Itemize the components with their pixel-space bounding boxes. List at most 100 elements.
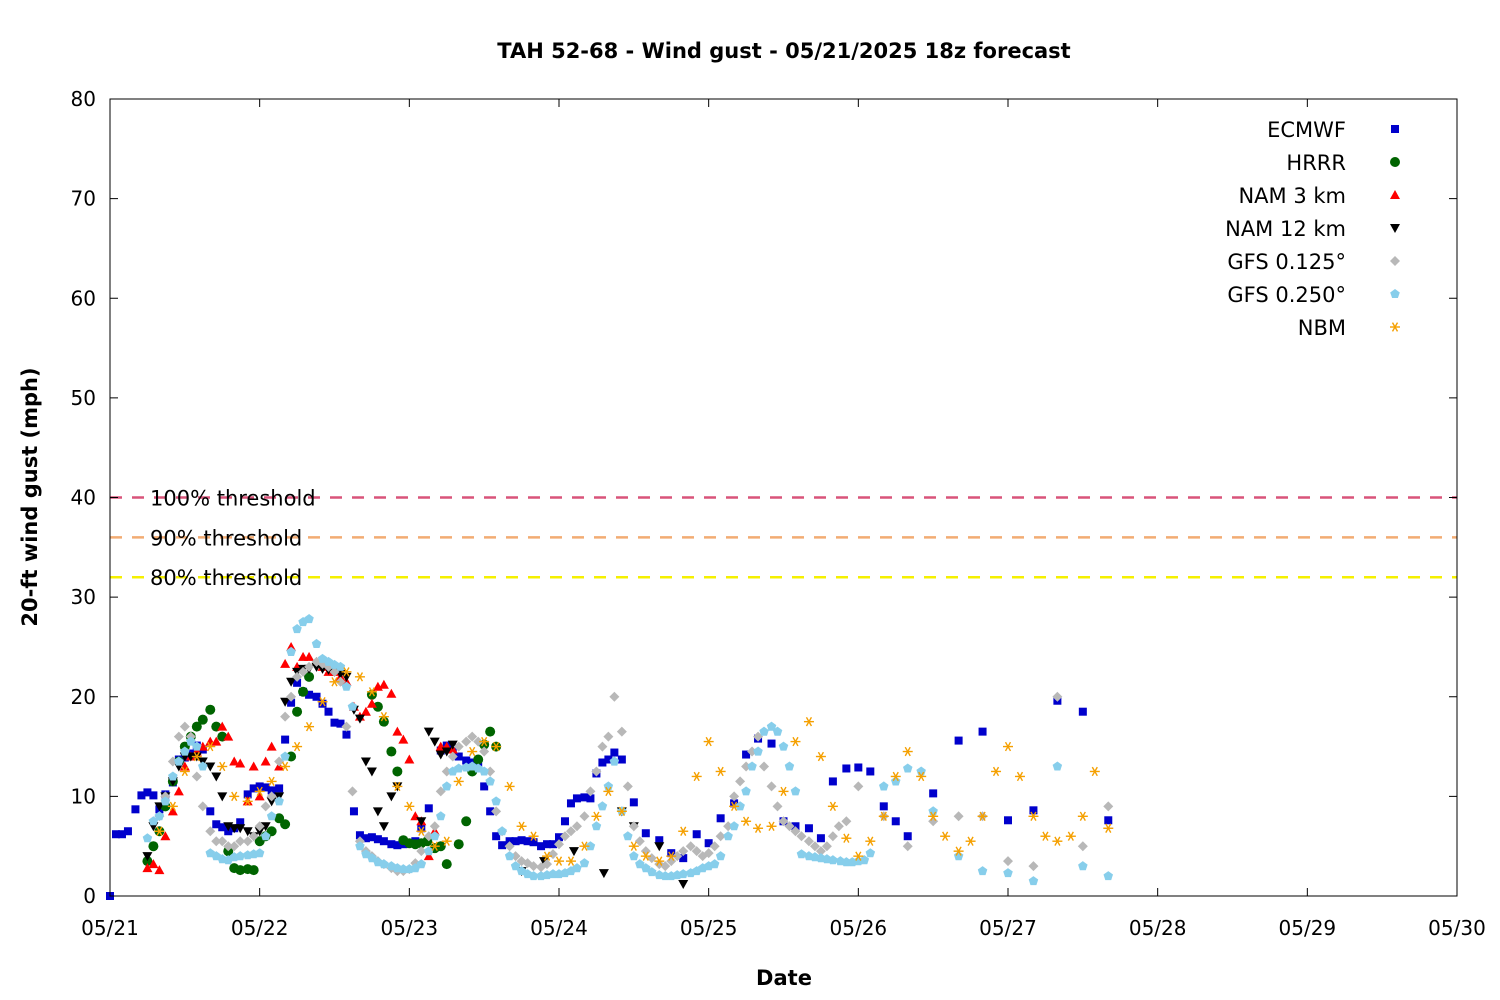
data-point bbox=[435, 750, 446, 760]
y-tick-label: 10 bbox=[71, 784, 96, 808]
data-point bbox=[579, 841, 590, 851]
data-point bbox=[753, 746, 763, 756]
y-axis-label: 20-ft wind gust (mph) bbox=[18, 367, 42, 626]
data-point bbox=[417, 824, 426, 833]
data-point bbox=[354, 714, 365, 724]
data-point bbox=[903, 832, 912, 841]
data-point bbox=[978, 727, 987, 736]
y-tick-label: 70 bbox=[71, 187, 96, 211]
data-point bbox=[815, 751, 826, 762]
data-point bbox=[160, 831, 171, 841]
data-point bbox=[378, 716, 389, 727]
data-point bbox=[223, 731, 234, 741]
data-point bbox=[197, 801, 208, 812]
data-point bbox=[572, 794, 581, 803]
data-point bbox=[1004, 816, 1012, 825]
data-point bbox=[827, 831, 838, 842]
data-point bbox=[205, 826, 216, 837]
data-point bbox=[461, 736, 472, 747]
data-point bbox=[560, 817, 569, 826]
data-point bbox=[293, 678, 302, 687]
data-point bbox=[828, 777, 837, 786]
data-point bbox=[167, 806, 178, 816]
data-point bbox=[423, 727, 434, 737]
data-point bbox=[685, 841, 696, 852]
data-point bbox=[591, 766, 602, 777]
data-point bbox=[821, 841, 832, 852]
data-point bbox=[148, 816, 159, 826]
data-point bbox=[248, 761, 259, 771]
data-point bbox=[753, 823, 764, 833]
data-point bbox=[205, 704, 216, 715]
data-point bbox=[479, 766, 489, 776]
data-point bbox=[154, 826, 165, 836]
legend-label: NBM bbox=[1298, 316, 1346, 340]
data-point bbox=[137, 791, 146, 800]
data-point bbox=[940, 831, 951, 841]
data-point bbox=[741, 786, 751, 796]
data-point bbox=[480, 782, 489, 791]
data-point bbox=[622, 781, 633, 792]
data-point bbox=[723, 821, 734, 832]
data-point bbox=[623, 831, 633, 841]
data-point bbox=[454, 763, 464, 773]
legend-marker bbox=[1390, 322, 1400, 332]
data-point bbox=[311, 638, 322, 648]
data-point bbox=[486, 807, 495, 816]
data-point bbox=[347, 701, 358, 711]
data-point bbox=[211, 836, 222, 847]
data-point bbox=[304, 614, 314, 624]
data-point bbox=[336, 719, 345, 728]
data-point bbox=[186, 736, 196, 746]
data-point bbox=[235, 824, 246, 834]
data-point bbox=[759, 726, 769, 736]
data-point bbox=[211, 736, 222, 746]
data-point bbox=[287, 698, 296, 707]
data-point bbox=[360, 706, 371, 716]
data-point bbox=[318, 699, 327, 708]
data-point bbox=[511, 837, 520, 846]
legend-marker bbox=[1390, 256, 1400, 266]
data-point bbox=[559, 831, 570, 842]
data-point bbox=[555, 833, 563, 842]
data-point bbox=[404, 754, 415, 764]
data-point bbox=[148, 841, 159, 852]
data-point bbox=[255, 782, 264, 791]
data-point bbox=[565, 826, 576, 837]
data-point bbox=[842, 764, 851, 773]
data-point bbox=[504, 781, 515, 792]
data-point bbox=[537, 842, 546, 851]
data-point bbox=[977, 866, 988, 876]
data-point bbox=[292, 741, 303, 752]
data-point bbox=[1078, 861, 1088, 871]
data-point bbox=[254, 827, 265, 837]
data-point bbox=[809, 841, 820, 852]
data-point bbox=[167, 801, 178, 812]
data-point bbox=[991, 766, 1002, 777]
threshold-lines: 100% threshold 90% threshold 80% threshold bbox=[110, 487, 1457, 590]
data-point bbox=[467, 746, 478, 757]
data-point bbox=[430, 831, 440, 841]
data-point bbox=[723, 831, 733, 841]
data-point bbox=[778, 786, 789, 797]
data-point bbox=[298, 666, 309, 677]
data-point bbox=[378, 822, 389, 832]
data-point bbox=[916, 771, 927, 782]
data-point bbox=[173, 786, 184, 796]
data-point bbox=[729, 791, 740, 802]
data-point bbox=[504, 841, 515, 852]
data-point bbox=[447, 740, 458, 750]
data-point bbox=[597, 741, 608, 752]
data-point bbox=[392, 726, 403, 736]
data-point bbox=[435, 841, 446, 852]
series-gfs-0-250- bbox=[142, 614, 1113, 886]
data-point bbox=[729, 801, 740, 812]
data-point bbox=[387, 840, 396, 849]
threshold-label: 80% threshold bbox=[150, 566, 302, 590]
data-point bbox=[603, 786, 614, 797]
threshold-label: 90% threshold bbox=[150, 526, 302, 550]
data-point bbox=[453, 776, 464, 787]
data-point bbox=[260, 822, 271, 832]
data-point bbox=[123, 827, 132, 836]
